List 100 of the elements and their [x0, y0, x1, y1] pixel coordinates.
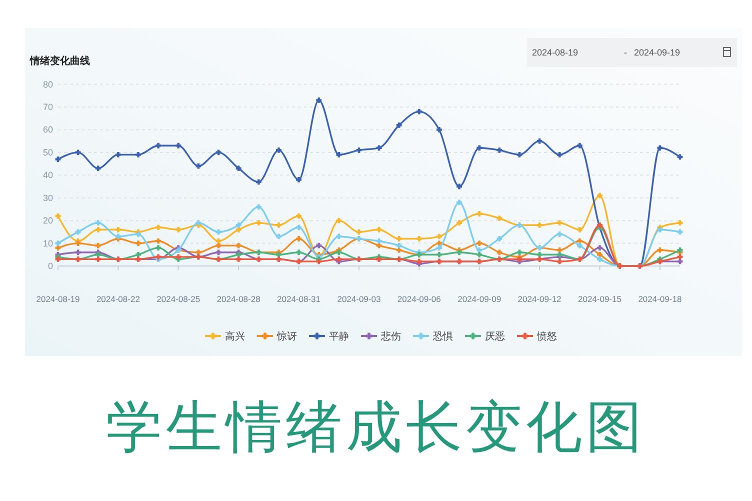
point — [476, 145, 482, 151]
x-tick-label: 2024-09-15 — [578, 294, 622, 304]
point — [556, 220, 562, 226]
point — [236, 226, 242, 232]
point — [156, 238, 162, 244]
x-tick-label: 2024-09-12 — [518, 294, 562, 304]
point — [436, 245, 442, 251]
point — [55, 156, 61, 162]
text: 2024-09-19 — [634, 48, 680, 58]
point — [156, 142, 162, 148]
point — [95, 220, 101, 226]
point — [576, 238, 582, 244]
point — [136, 240, 141, 246]
point — [95, 166, 101, 172]
point — [496, 236, 502, 242]
y-tick-label: 80 — [42, 79, 53, 90]
point — [296, 250, 302, 256]
point — [136, 232, 141, 237]
point — [75, 150, 81, 156]
point — [657, 145, 663, 151]
point — [236, 222, 242, 228]
point — [416, 108, 422, 114]
point — [276, 147, 282, 153]
point — [336, 152, 342, 158]
point — [597, 256, 602, 262]
point — [156, 245, 162, 251]
point — [597, 222, 602, 228]
point — [476, 240, 482, 246]
y-tick-label: 50 — [42, 147, 53, 158]
x-tick-label: 2024-09-09 — [458, 294, 502, 304]
y-tick-label: 40 — [42, 170, 53, 180]
point — [396, 236, 402, 242]
point — [436, 234, 442, 240]
legend-label: 厌恶 — [485, 332, 505, 342]
point — [276, 222, 282, 228]
legend-label: 惊讶 — [276, 330, 297, 342]
point — [376, 226, 382, 232]
point — [296, 236, 302, 242]
point — [456, 250, 462, 256]
point — [95, 242, 101, 248]
point — [597, 192, 602, 198]
point — [75, 240, 81, 246]
point — [396, 122, 402, 128]
point — [476, 211, 482, 216]
point — [677, 220, 683, 226]
point — [556, 232, 562, 237]
x-tick-label: 2024-08-19 — [36, 294, 80, 304]
point — [236, 166, 242, 172]
point — [176, 226, 182, 232]
point — [115, 234, 121, 240]
point — [236, 242, 242, 248]
point — [115, 152, 121, 158]
x-tick-label: 2024-08-31 — [277, 294, 321, 304]
point — [316, 258, 322, 264]
chart-title: 情绪变化曲线 — [29, 55, 90, 67]
point — [95, 226, 101, 232]
legend-label: 悲伤 — [380, 330, 401, 342]
point — [55, 240, 61, 246]
point — [256, 204, 262, 210]
point — [576, 226, 582, 232]
legend-label: 愤怒 — [536, 330, 557, 342]
point — [176, 142, 182, 148]
y-tick-label: 30 — [42, 192, 53, 203]
point — [516, 250, 522, 256]
point — [657, 247, 663, 253]
x-tick-label: 2024-09-06 — [397, 294, 442, 304]
point — [276, 234, 282, 240]
point — [436, 127, 442, 132]
point — [316, 98, 322, 103]
point — [256, 220, 262, 226]
point — [95, 256, 101, 262]
point — [456, 220, 462, 226]
text: - — [624, 48, 627, 58]
legend-label: 恐惧 — [432, 330, 453, 342]
y-tick-label: 20 — [42, 216, 53, 226]
point — [416, 258, 422, 264]
point — [75, 250, 81, 256]
point — [496, 216, 502, 222]
point — [356, 147, 362, 153]
point — [336, 256, 342, 262]
point — [416, 236, 422, 242]
point — [516, 152, 522, 158]
y-tick-label: 60 — [42, 124, 53, 135]
point — [75, 229, 81, 235]
point — [316, 242, 322, 248]
text: 学生情绪成长变化图 — [106, 395, 646, 458]
point — [436, 252, 442, 258]
point — [476, 252, 482, 258]
y-tick-label: 10 — [42, 238, 53, 248]
point — [115, 226, 121, 232]
point — [256, 179, 262, 185]
legend-label: 高兴 — [225, 330, 245, 342]
x-tick-label: 2024-09-18 — [638, 294, 682, 304]
point — [556, 152, 562, 158]
x-tick-label: 2024-08-28 — [216, 294, 261, 304]
y-tick-label: 0 — [48, 261, 53, 271]
point — [396, 242, 402, 248]
point — [456, 200, 462, 206]
point — [296, 213, 302, 219]
x-tick-label: 2024-08-22 — [96, 294, 140, 304]
